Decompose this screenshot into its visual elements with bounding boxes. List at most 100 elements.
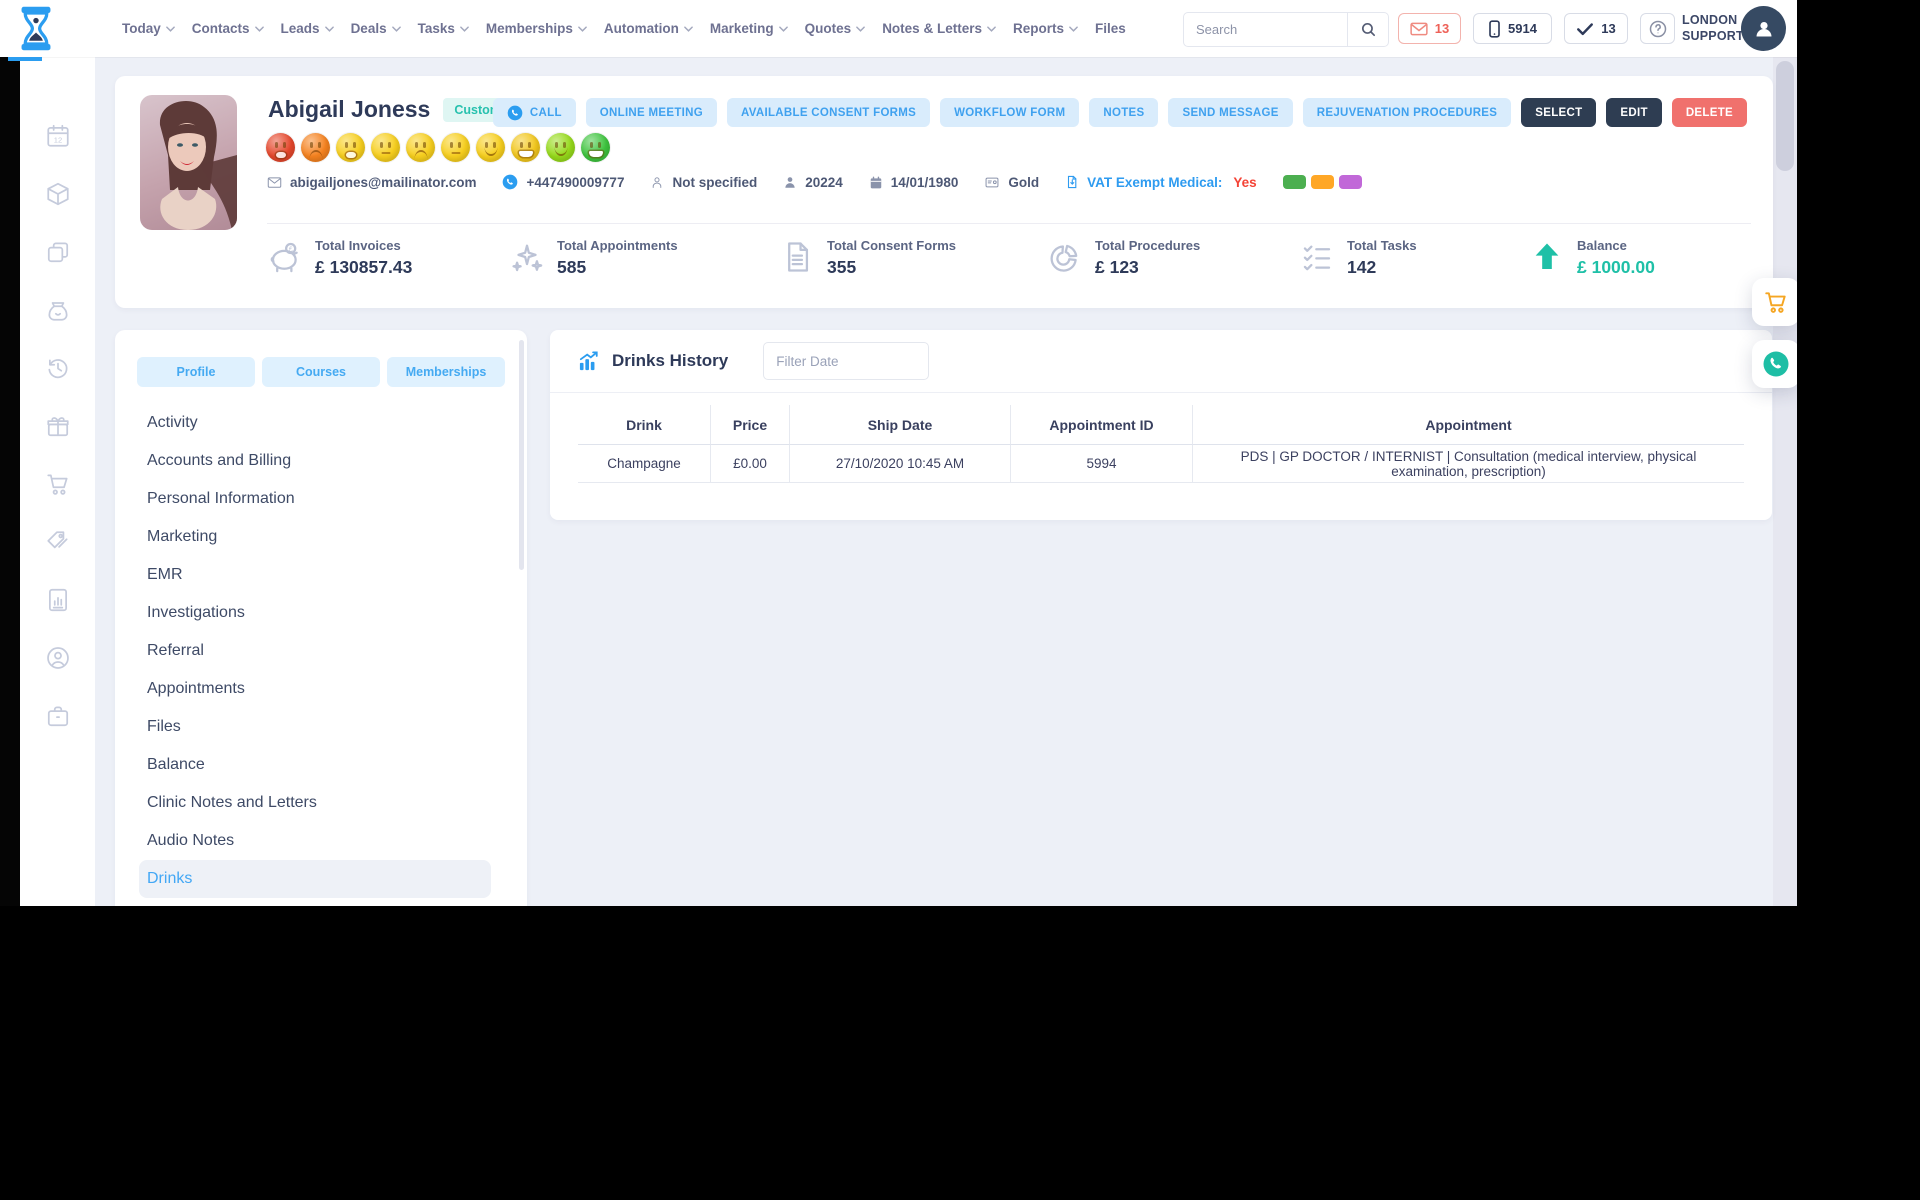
- nav-memberships[interactable]: Memberships: [486, 21, 587, 36]
- client-email[interactable]: abigailjones@mailinator.com: [267, 175, 476, 190]
- table-cell-price: £0.00: [711, 445, 790, 483]
- mood-face-10[interactable]: [581, 133, 610, 162]
- stat-total-consent-forms: Total Consent Forms 355: [780, 238, 956, 278]
- column-header-appointment[interactable]: Appointment: [1193, 405, 1744, 445]
- mood-face-9[interactable]: [546, 133, 575, 162]
- nav-contacts[interactable]: Contacts: [192, 21, 264, 36]
- client-photo[interactable]: [140, 95, 237, 230]
- sparkles-icon: [510, 240, 544, 274]
- support-person-icon[interactable]: [45, 645, 71, 671]
- profile-menu-audio-notes[interactable]: Audio Notes: [147, 832, 235, 849]
- package-icon[interactable]: [45, 181, 71, 207]
- column-header-price[interactable]: Price: [711, 405, 790, 445]
- nav-deals[interactable]: Deals: [351, 21, 401, 36]
- profile-menu-personal-information[interactable]: Personal Information: [147, 490, 295, 507]
- workflow-form-button[interactable]: WORKFLOW FORM: [940, 98, 1080, 127]
- logo-active-indicator: [8, 57, 42, 61]
- help-button[interactable]: [1640, 13, 1675, 44]
- calendar-icon[interactable]: 12: [45, 123, 71, 149]
- mood-face-8[interactable]: [511, 133, 540, 162]
- profile-menu-activity[interactable]: Activity: [147, 414, 198, 431]
- tab-memberships[interactable]: Memberships: [387, 357, 505, 387]
- cart-icon[interactable]: [45, 471, 71, 497]
- document-icon: [780, 240, 814, 274]
- brand-logo-icon[interactable]: [14, 5, 58, 52]
- nav-today[interactable]: Today: [122, 21, 175, 36]
- icon-sidebar: 12: [20, 57, 95, 906]
- floating-cart-button[interactable]: [1752, 278, 1797, 326]
- mood-face-7[interactable]: [476, 133, 505, 162]
- mood-face-1[interactable]: [266, 133, 295, 162]
- gift-icon[interactable]: [45, 413, 71, 439]
- send-message-button[interactable]: SEND MESSAGE: [1168, 98, 1293, 127]
- profile-menu-appointments[interactable]: Appointments: [147, 680, 245, 697]
- column-header-appointment-id[interactable]: Appointment ID: [1011, 405, 1193, 445]
- nav-reports[interactable]: Reports: [1013, 21, 1078, 36]
- column-header-drink[interactable]: Drink: [578, 405, 711, 445]
- nav-marketing[interactable]: Marketing: [710, 21, 788, 36]
- tab-profile[interactable]: Profile: [137, 357, 255, 387]
- nav-tasks[interactable]: Tasks: [418, 21, 469, 36]
- chevron-down-icon: [578, 25, 587, 32]
- money-pouch-icon[interactable]: [45, 297, 71, 323]
- profile-menu-balance[interactable]: Balance: [147, 756, 205, 773]
- search-icon[interactable]: [1348, 21, 1388, 38]
- mood-face-5[interactable]: [406, 133, 435, 162]
- nav-files[interactable]: Files: [1094, 21, 1126, 36]
- tags-icon[interactable]: [45, 529, 71, 555]
- profile-menu-scrollbar[interactable]: [519, 340, 524, 570]
- column-header-ship-date[interactable]: Ship Date: [790, 405, 1011, 445]
- rejuvenation-procedures-button[interactable]: REJUVENATION PROCEDURES: [1302, 98, 1512, 127]
- tasks-badge[interactable]: 13: [1564, 13, 1628, 44]
- select-button[interactable]: SELECT: [1521, 98, 1597, 127]
- nav-leads[interactable]: Leads: [281, 21, 334, 36]
- chevron-down-icon: [460, 25, 469, 32]
- piggy-bank-icon: £: [268, 240, 302, 274]
- profile-menu-marketing[interactable]: Marketing: [147, 528, 218, 545]
- sms-badge[interactable]: 5914: [1473, 13, 1552, 44]
- profile-menu-files[interactable]: Files: [147, 718, 181, 735]
- search-input[interactable]: [1184, 22, 1347, 37]
- vertical-scrollbar[interactable]: [1773, 57, 1797, 906]
- call-button[interactable]: CALL: [492, 98, 576, 127]
- nav-quotes[interactable]: Quotes: [805, 21, 866, 36]
- history-icon[interactable]: [45, 355, 71, 381]
- edit-button[interactable]: EDIT: [1606, 98, 1662, 127]
- app-window: Today Contacts Leads Deals Tasks Members…: [0, 0, 1797, 906]
- client-phone[interactable]: +447490009777: [502, 174, 624, 190]
- notes-button[interactable]: NOTES: [1089, 98, 1159, 127]
- cart-icon: [1763, 289, 1789, 315]
- profile-menu-clinic-notes-and-letters[interactable]: Clinic Notes and Letters: [147, 794, 317, 811]
- card-icon: [984, 175, 1000, 190]
- available-consent-forms-button[interactable]: AVAILABLE CONSENT FORMS: [727, 98, 931, 127]
- mood-face-4[interactable]: [371, 133, 400, 162]
- mood-face-2[interactable]: [301, 133, 330, 162]
- profile-menu-investigations[interactable]: Investigations: [147, 604, 245, 621]
- scrollbar-thumb[interactable]: [1776, 61, 1794, 171]
- inbox-badge[interactable]: 13: [1398, 13, 1461, 44]
- delete-button[interactable]: DELETE: [1671, 98, 1747, 127]
- mood-scale: [266, 133, 610, 162]
- tab-courses[interactable]: Courses: [262, 357, 380, 387]
- mood-face-6[interactable]: [441, 133, 470, 162]
- profile-menu-referral[interactable]: Referral: [147, 642, 204, 659]
- filter-date-input[interactable]: [763, 342, 930, 380]
- copy-icon[interactable]: [45, 239, 71, 265]
- profile-menu: Activity Accounts and Billing Personal Inf…: [115, 404, 527, 898]
- floating-whatsapp-button[interactable]: [1752, 340, 1797, 388]
- user-avatar[interactable]: [1741, 6, 1786, 51]
- client-label-chip[interactable]: [1310, 175, 1334, 189]
- online-meeting-button[interactable]: ONLINE MEETING: [585, 98, 717, 127]
- nav-notes-letters[interactable]: Notes & Letters: [882, 21, 996, 36]
- profile-menu-emr[interactable]: EMR: [147, 566, 183, 583]
- profile-menu-drinks[interactable]: Drinks: [139, 860, 491, 898]
- stat-balance: Balance £ 1000.00: [1530, 238, 1655, 278]
- mood-face-3[interactable]: [336, 133, 365, 162]
- client-label-chip[interactable]: [1338, 175, 1362, 189]
- briefcase-icon[interactable]: [45, 703, 71, 729]
- phone-circle-icon: [507, 105, 523, 121]
- nav-automation[interactable]: Automation: [604, 21, 693, 36]
- report-icon[interactable]: [45, 587, 71, 613]
- profile-menu-accounts-and-billing[interactable]: Accounts and Billing: [147, 452, 292, 469]
- client-label-chip[interactable]: [1282, 175, 1306, 189]
